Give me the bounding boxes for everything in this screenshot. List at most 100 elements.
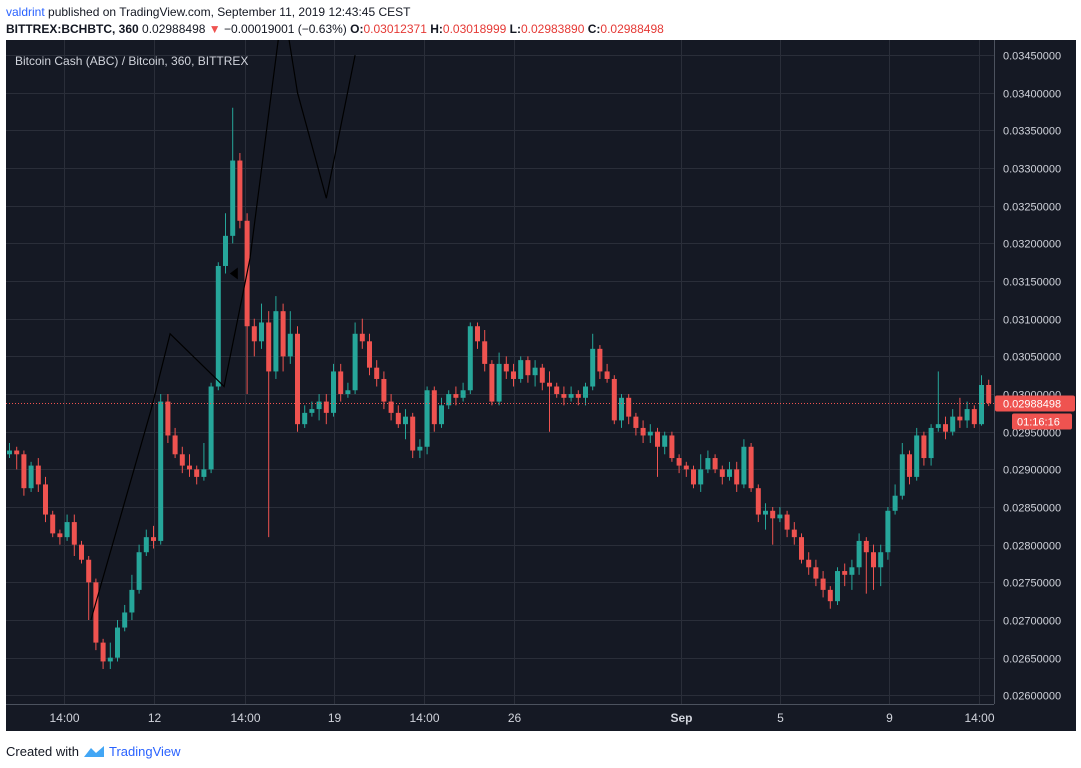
candle [799, 533, 804, 564]
candle-body [273, 311, 279, 372]
candle-body [734, 469, 740, 485]
candle-body [86, 559, 92, 583]
candle-body [806, 559, 812, 568]
price-tick-label: 0.03400000 [1003, 89, 1061, 101]
candle-body [64, 522, 70, 538]
candle [532, 360, 538, 387]
candle [403, 409, 408, 440]
candle [842, 563, 848, 587]
candle-body [907, 454, 912, 477]
candle-body [698, 469, 704, 485]
candle-body [251, 326, 257, 342]
time-tick-label: 26 [508, 711, 522, 725]
time-tick-label: 14:00 [230, 711, 260, 725]
candle [820, 571, 826, 598]
candle [165, 394, 171, 443]
candle-body [662, 435, 668, 447]
time-tick-label: 14:00 [49, 711, 79, 725]
candle [561, 386, 567, 406]
candle-body [280, 311, 286, 357]
candle [79, 540, 84, 564]
price-axis-bg [994, 40, 1076, 731]
candle [518, 356, 524, 383]
candle-body [122, 612, 128, 628]
candle-body [986, 384, 992, 404]
time-tick-label: 9 [886, 711, 893, 725]
candle [619, 394, 624, 428]
candle [791, 522, 797, 545]
candle-body [403, 416, 408, 425]
candle-body [395, 412, 401, 425]
candle-body [532, 367, 538, 376]
candle-body [755, 488, 761, 515]
candle-body [302, 412, 308, 425]
candle [71, 514, 77, 556]
symbol-info-line: BITTREX:BCHBTC, 360 0.02988498 ▼ −0.0001… [6, 21, 1076, 38]
candle-body [835, 571, 840, 602]
candle [554, 382, 560, 398]
candle-body [849, 567, 855, 575]
price-tick-label: 0.02950000 [1003, 428, 1061, 440]
candle [151, 525, 156, 549]
publication-line: valdrint published on TradingView.com, S… [6, 4, 1076, 21]
candle [295, 326, 300, 432]
candle [964, 401, 970, 428]
candle [676, 454, 682, 474]
candle [691, 465, 696, 489]
chart-background [6, 40, 1076, 731]
candle-body [640, 427, 646, 436]
price-tick-label: 0.03200000 [1003, 239, 1061, 251]
candle-body [381, 378, 387, 402]
price-tick-label: 0.03150000 [1003, 277, 1061, 289]
candle [568, 386, 574, 402]
price-tick-label: 0.02700000 [1003, 616, 1061, 628]
candle [345, 382, 351, 398]
candle-body [93, 582, 99, 643]
candle [410, 412, 416, 459]
symbol-label: BITTREX:BCHBTC, 360 [6, 22, 139, 36]
candle-body [813, 567, 819, 579]
candle-body [345, 390, 351, 395]
candle [640, 420, 646, 443]
candle-body [921, 435, 927, 459]
candle-body [518, 360, 524, 379]
candle [7, 442, 12, 459]
candle [748, 442, 754, 492]
candle [100, 638, 106, 669]
price-axis[interactable]: 0.03450000 0.03400000 0.03350000 0.03300000… [994, 40, 1076, 731]
time-axis[interactable]: 14:00 12 14:00 19 14:00 26 Sep 5 9 14:00 [6, 704, 995, 726]
price-change: −0.00019001 (−0.63%) [224, 22, 347, 36]
candle [215, 262, 221, 391]
chart-area[interactable]: Bitcoin Cash (ABC) / Bitcoin, 360, BITTR… [6, 40, 1076, 731]
candle-body [971, 409, 977, 425]
author-link[interactable]: valdrint [6, 5, 45, 19]
candle [597, 345, 603, 379]
candle-body [705, 458, 711, 470]
candle-body [71, 522, 77, 545]
candle [979, 375, 984, 426]
down-arrow-icon: ▼ [208, 22, 221, 36]
candle-body [554, 386, 560, 395]
candle-body [359, 333, 365, 342]
tradingview-link[interactable]: TradingView [108, 743, 181, 759]
open-label: O: [350, 22, 364, 36]
candle-body [691, 469, 696, 485]
candle [482, 330, 488, 372]
candle-body [352, 333, 358, 391]
candle [575, 390, 581, 406]
footer: Created with TradingView [6, 741, 181, 761]
candle-body [35, 465, 41, 485]
candle [892, 484, 898, 515]
candle [208, 382, 214, 474]
candle [237, 152, 243, 229]
close-label: C: [587, 22, 601, 36]
candle [957, 397, 963, 428]
candle-body [777, 514, 783, 519]
price-tick-label: 0.02600000 [1003, 691, 1061, 703]
candle-body [295, 333, 300, 425]
candle [705, 450, 711, 474]
candle-body [539, 367, 545, 383]
candle [475, 322, 480, 349]
price-chart[interactable]: Bitcoin Cash (ABC) / Bitcoin, 360, BITTR… [6, 40, 1076, 731]
candle [835, 567, 840, 605]
